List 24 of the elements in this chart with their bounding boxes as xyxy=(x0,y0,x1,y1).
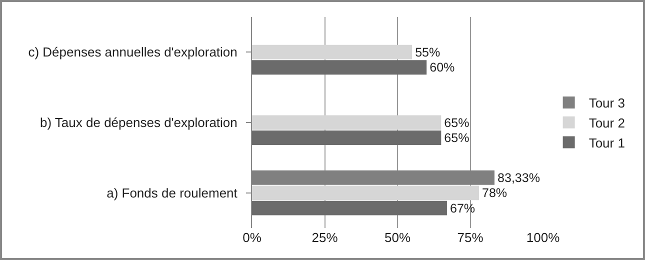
data-label: 65% xyxy=(444,116,470,130)
legend-label: Tour 2 xyxy=(588,115,625,130)
x-tick-label: 75% xyxy=(457,230,484,245)
x-tick-label: 0% xyxy=(242,230,262,245)
bar xyxy=(252,130,442,145)
data-label: 78% xyxy=(482,186,508,200)
x-tick-label: 50% xyxy=(384,230,411,245)
x-tick-label: 100% xyxy=(526,230,560,245)
bar xyxy=(252,200,447,216)
bar xyxy=(252,186,479,200)
y-tick-label: c) Dépenses annuelles d'exploration xyxy=(28,44,238,60)
x-tick-label: 25% xyxy=(312,230,338,245)
data-label: 55% xyxy=(415,46,440,60)
y-tick-label: a) Fonds de roulement xyxy=(106,185,238,200)
y-tick-label: b) Taux de dépenses d'exploration xyxy=(40,115,238,130)
data-label: 67% xyxy=(450,201,476,216)
data-label: 65% xyxy=(444,131,470,146)
bar xyxy=(252,44,412,60)
data-label: 60% xyxy=(430,60,455,75)
legend-label: Tour 3 xyxy=(588,96,625,111)
bar xyxy=(252,115,442,130)
data-label: 83,33% xyxy=(498,170,540,185)
legend-label: Tour 1 xyxy=(588,135,625,150)
bar xyxy=(252,60,427,75)
